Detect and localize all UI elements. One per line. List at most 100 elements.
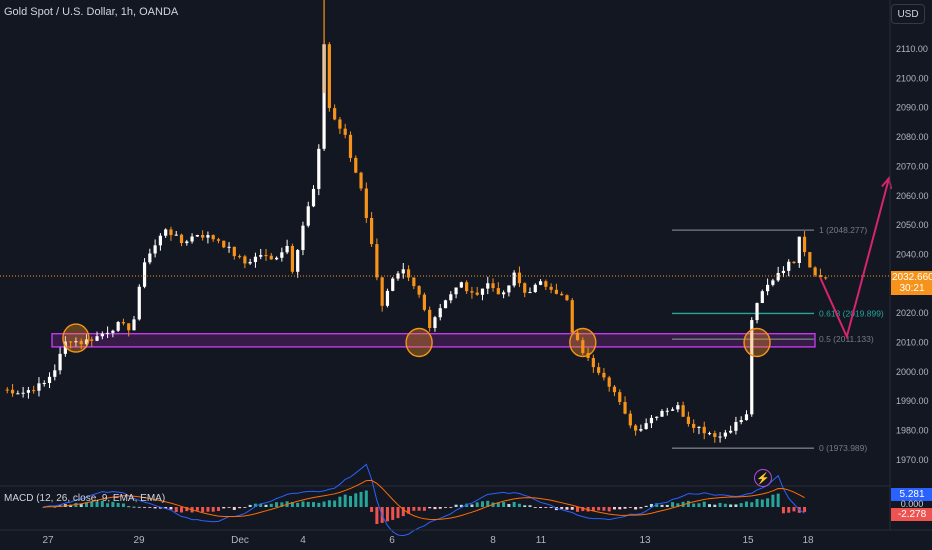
currency-button[interactable]: USD — [891, 4, 925, 24]
candle-body — [158, 235, 162, 246]
candle-body — [787, 261, 791, 271]
macd-histogram-bar — [507, 503, 511, 507]
candle-body — [781, 270, 786, 273]
macd-histogram-bar — [121, 503, 125, 507]
price-tick-label: 1990.00 — [896, 396, 929, 406]
candle-body — [554, 289, 558, 294]
macd-histogram-bar — [750, 502, 754, 507]
candle-body — [327, 44, 331, 109]
candle-body — [348, 134, 353, 158]
candle-body — [491, 283, 495, 289]
macd-histogram-bar — [597, 507, 601, 511]
candle-body — [142, 262, 147, 287]
candle-body — [570, 300, 574, 333]
candle-body — [343, 128, 347, 135]
projection-path — [819, 177, 891, 340]
macd-histogram-bar — [533, 507, 537, 508]
candle-body — [317, 148, 321, 189]
price-countdown: 30:21 — [899, 283, 925, 294]
macd-histogram-bar — [185, 507, 189, 512]
candle-body — [507, 285, 511, 293]
candle-body — [433, 317, 437, 328]
candle-body — [665, 410, 669, 412]
time-axis[interactable]: 27 29 Dec 4 6 8 11 13 15 18 — [42, 535, 814, 546]
macd-histogram-bar — [544, 507, 548, 508]
candle-body — [697, 426, 701, 428]
price-tick-label: 2070.00 — [896, 161, 929, 171]
macd-indicator-label[interactable]: MACD (12, 26, close, 9, EMA, EMA) — [4, 493, 166, 504]
candle-body — [729, 430, 733, 433]
macd-histogram-bar — [623, 507, 627, 509]
fibonacci-retracement[interactable]: 1 (2048.277) 0.618 (2019.899) 0.5 (2011.13… — [672, 225, 884, 453]
macd-histogram-bar — [459, 504, 463, 507]
price-axis[interactable]: 2110.00 2100.00 2090.00 2080.00 2070.00 2060.… — [896, 44, 929, 465]
candle-body — [739, 420, 743, 423]
touch-circle[interactable] — [405, 327, 433, 358]
candle-body — [280, 252, 284, 258]
touch-circle[interactable] — [743, 327, 771, 358]
macd-histogram-bar — [655, 503, 659, 507]
macd-histogram-bar — [364, 490, 368, 507]
macd-histogram-bar — [803, 507, 807, 512]
candle-body — [618, 392, 622, 402]
macd-histogram-bar — [132, 506, 136, 508]
macd-histogram-bar — [639, 507, 643, 509]
macd-histogram-bar — [333, 500, 337, 507]
candle-body — [692, 423, 696, 428]
macd-histogram-bar — [412, 507, 416, 511]
candle-body — [100, 333, 104, 337]
candle-body — [718, 436, 722, 438]
candle-body — [676, 405, 680, 410]
candle-body — [148, 253, 152, 263]
macd-histogram-bar — [301, 501, 305, 507]
candle-body — [37, 383, 41, 391]
macd-histogram-bar — [359, 491, 363, 507]
macd-histogram-bar — [143, 507, 147, 508]
time-tick-label: 15 — [742, 535, 754, 546]
candle-body — [32, 390, 36, 392]
macd-histogram-bar — [676, 503, 680, 507]
hist-value-bg — [891, 508, 932, 521]
candle-body — [533, 284, 537, 293]
macd-histogram-bar — [238, 507, 242, 509]
macd-histogram-bar — [375, 507, 379, 524]
touch-circle[interactable] — [569, 327, 597, 358]
macd-histogram-bar — [169, 507, 173, 510]
touch-circles[interactable] — [62, 323, 771, 358]
candle-body — [58, 353, 62, 371]
macd-histogram-bar — [444, 507, 448, 508]
fib-level-label: 0 (1973.989) — [819, 443, 867, 453]
candle-body — [79, 341, 83, 345]
candle-body — [322, 44, 326, 149]
macd-histogram-bar — [512, 502, 516, 507]
candle-body — [702, 426, 706, 434]
support-zone[interactable] — [51, 332, 816, 348]
price-tick-label: 2110.00 — [896, 44, 928, 54]
macd-histogram-bar — [607, 507, 611, 512]
candle-body — [639, 429, 643, 431]
candle-body — [26, 390, 30, 393]
price-tick-label: 1980.00 — [896, 426, 929, 436]
price-tick-label: 2000.00 — [896, 367, 929, 377]
macd-histogram-bar — [787, 507, 791, 513]
histogram-value: -2.278 — [897, 509, 927, 520]
candle-body — [116, 322, 120, 331]
lightning-icon[interactable]: ⚡ — [754, 469, 772, 487]
fib-level-label: 0.5 (2011.133) — [819, 334, 874, 344]
time-tick-label: 27 — [42, 535, 54, 546]
candle-body — [47, 376, 52, 384]
macd-histogram-bar — [222, 507, 226, 509]
candle-body — [53, 370, 57, 377]
macd-histogram-bar — [180, 507, 184, 513]
candle-body — [269, 255, 273, 260]
candle-body — [185, 241, 189, 244]
macd-histogram-bar — [618, 507, 622, 510]
touch-circle[interactable] — [62, 323, 90, 353]
candle-body — [385, 290, 390, 306]
macd-histogram-bar — [465, 503, 469, 507]
candle-body — [69, 341, 73, 343]
candle-body — [296, 250, 300, 272]
macd-histogram-bar — [581, 507, 585, 512]
macd-histogram-bar — [312, 502, 316, 507]
